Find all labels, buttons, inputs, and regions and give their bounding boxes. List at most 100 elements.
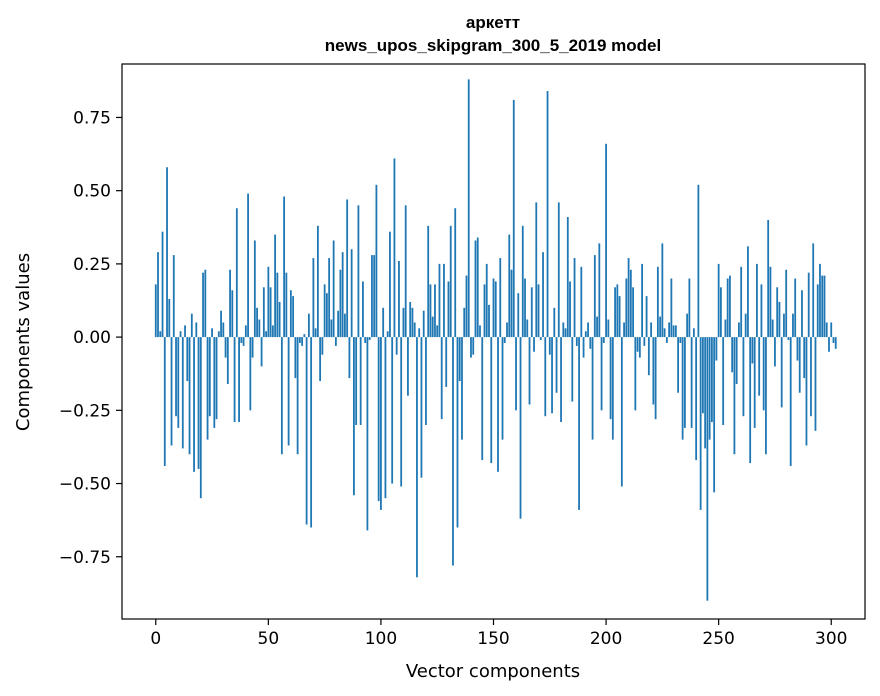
- bar: [285, 272, 288, 338]
- bar: [224, 337, 227, 358]
- bar: [229, 269, 231, 338]
- bar: [663, 328, 666, 338]
- bar: [711, 337, 713, 423]
- bar: [614, 287, 616, 338]
- bar: [762, 337, 765, 411]
- bar: [771, 319, 774, 338]
- bar: [341, 252, 344, 338]
- bar: [244, 325, 247, 338]
- bar: [161, 231, 164, 338]
- bar: [796, 337, 799, 361]
- bar: [650, 322, 653, 338]
- bar: [747, 246, 749, 338]
- bar: [497, 337, 499, 472]
- bar: [325, 293, 328, 338]
- bar: [807, 272, 810, 338]
- bar: [634, 337, 637, 411]
- bar: [422, 310, 425, 338]
- bar: [692, 328, 695, 338]
- bar: [575, 337, 578, 346]
- bar: [566, 217, 569, 338]
- bar: [474, 240, 477, 338]
- bar: [490, 337, 493, 464]
- bar: [364, 337, 367, 343]
- bar: [389, 231, 391, 338]
- bar: [393, 158, 396, 338]
- bar: [323, 284, 326, 338]
- bar: [512, 99, 515, 338]
- bar: [429, 284, 432, 338]
- bar: [744, 313, 747, 338]
- bar: [783, 313, 785, 338]
- bar: [298, 337, 301, 343]
- bar: [375, 184, 378, 338]
- bar: [641, 263, 643, 338]
- bar: [713, 337, 716, 493]
- bar: [708, 337, 711, 440]
- bar: [177, 337, 180, 428]
- bar: [431, 316, 434, 338]
- bar: [172, 255, 175, 338]
- bar: [467, 79, 470, 338]
- bar: [312, 258, 315, 338]
- bar: [166, 167, 168, 338]
- bar: [729, 275, 731, 338]
- bar: [609, 337, 612, 420]
- bar: [479, 325, 481, 338]
- bar: [825, 322, 828, 338]
- bar: [483, 284, 486, 338]
- bar: [521, 225, 524, 338]
- bar: [407, 337, 409, 396]
- bar: [546, 91, 549, 338]
- bar: [256, 307, 258, 338]
- bar: [445, 337, 448, 387]
- bar: [539, 337, 542, 341]
- bar: [699, 337, 702, 510]
- bar: [819, 263, 821, 338]
- bar: [296, 337, 299, 455]
- bar: [238, 337, 240, 423]
- y-tick-label: 0.75: [73, 108, 111, 128]
- bar: [551, 337, 553, 414]
- bar: [276, 272, 279, 338]
- bar: [235, 208, 238, 338]
- bar: [812, 243, 815, 338]
- bar: [168, 299, 171, 338]
- bar: [598, 243, 601, 338]
- bar: [382, 307, 385, 338]
- bar: [742, 337, 745, 417]
- x-axis: 0 50 100 150 200 250 300: [150, 619, 847, 649]
- bar: [186, 337, 189, 382]
- bar: [553, 307, 556, 338]
- bar: [787, 337, 790, 341]
- bar-series: [154, 79, 837, 601]
- bar: [305, 337, 308, 525]
- bar: [701, 337, 704, 414]
- bar: [337, 310, 340, 338]
- bar: [834, 337, 837, 349]
- bar: [452, 337, 454, 566]
- bar: [258, 319, 261, 338]
- bar: [789, 337, 792, 466]
- bar: [350, 249, 353, 338]
- bar: [233, 337, 236, 423]
- bar: [697, 184, 700, 338]
- bar: [240, 337, 243, 343]
- y-tick-label: 0.25: [73, 255, 111, 275]
- x-tick-label: 150: [477, 629, 509, 649]
- bar: [456, 337, 459, 528]
- bar: [591, 337, 594, 440]
- bar: [810, 337, 812, 417]
- bar: [253, 240, 256, 338]
- bar: [774, 337, 776, 367]
- y-axis-label: Components values: [13, 253, 34, 431]
- bar: [731, 337, 734, 373]
- bar: [499, 258, 502, 338]
- bar: [190, 313, 193, 338]
- bar: [289, 290, 292, 338]
- bar: [260, 337, 263, 367]
- bar: [319, 337, 322, 382]
- bar: [292, 296, 295, 338]
- bar: [380, 337, 382, 510]
- x-axis-label: Vector components: [406, 661, 580, 682]
